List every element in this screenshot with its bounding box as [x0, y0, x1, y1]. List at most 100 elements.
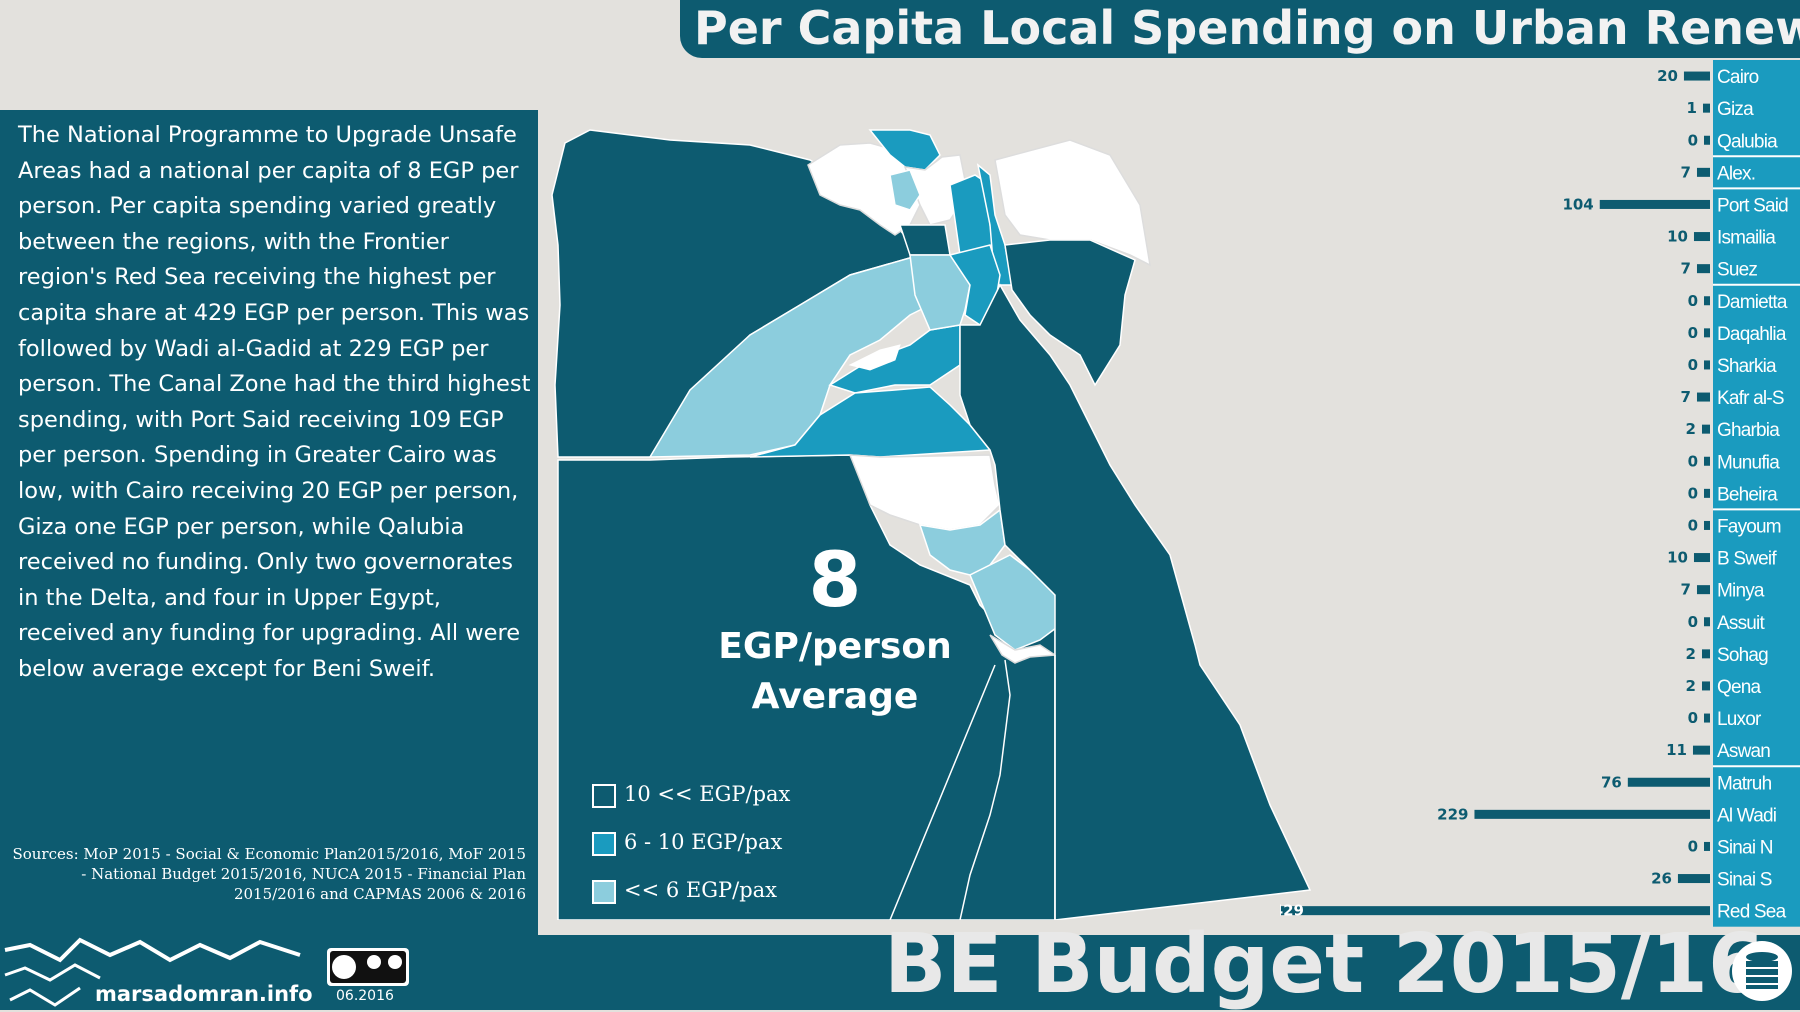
value-label: 0 [1688, 837, 1698, 855]
bar-giza [1702, 103, 1710, 113]
value-label: 11 [1666, 741, 1687, 759]
category-label: Damietta [1717, 292, 1788, 313]
category-label: Daqahlia [1717, 324, 1787, 345]
category-label: Assuit [1717, 613, 1765, 634]
bar-b-sweif [1693, 553, 1710, 563]
bar-red-sea [1280, 906, 1710, 916]
legend-swatch-low [592, 880, 616, 904]
bar-daqahlia [1704, 328, 1710, 338]
bar-matruh [1627, 777, 1710, 787]
value-label: 7 [1681, 163, 1691, 181]
category-label: Gharbia [1717, 420, 1780, 441]
category-label: Cairo [1717, 67, 1759, 88]
bar-gharbia [1701, 424, 1710, 434]
legend-label-high: 10 << EGP/pax [624, 782, 791, 806]
legend-label-low: << 6 EGP/pax [624, 878, 778, 902]
category-label: Beheira [1717, 484, 1778, 505]
category-label: Red Sea [1717, 902, 1787, 923]
category-label: Port Said [1717, 195, 1788, 216]
value-label: 76 [1601, 773, 1622, 791]
egypt-map [551, 129, 1312, 920]
value-label: 229 [1437, 805, 1468, 823]
bar-qalubia [1704, 135, 1710, 145]
bar-ismailia [1693, 232, 1710, 242]
value-label: 7 [1681, 388, 1691, 406]
bar-suez [1696, 264, 1710, 274]
map-region-luxor-aswan [989, 634, 1058, 664]
map-region-sohag [918, 508, 1006, 576]
bar-alex- [1696, 167, 1710, 177]
value-label: 0 [1688, 484, 1698, 502]
average-label: Average [751, 676, 919, 717]
marsad-omran-logo [0, 930, 310, 1010]
bar-sinai-n [1704, 841, 1710, 851]
map-region-sinai-north [994, 139, 1151, 267]
value-label: 2 [1686, 645, 1696, 663]
category-label: Minya [1717, 581, 1765, 602]
info-panel [0, 110, 538, 935]
category-label: Al Wadi [1717, 805, 1776, 826]
description-text: The National Programme to Upgrade Unsafe… [18, 122, 531, 682]
category-label: B Sweif [1717, 549, 1777, 570]
map-boundary-line [889, 664, 996, 920]
value-label: 429 [1280, 902, 1304, 920]
bar-aswan [1692, 745, 1710, 755]
value-label: 7 [1681, 581, 1691, 599]
map-river-nile [959, 659, 1011, 920]
bar-beheira [1704, 488, 1710, 498]
bar-minya [1696, 585, 1710, 595]
category-label: Qalubia [1717, 131, 1778, 152]
value-label: 7 [1681, 260, 1691, 278]
average-unit: EGP/person [718, 626, 952, 667]
category-label: Fayoum [1717, 516, 1781, 537]
publication-date: 06.2016 [336, 988, 394, 1004]
value-label: 0 [1688, 292, 1698, 310]
legend-swatch-high [592, 784, 616, 808]
bar-kafr-al-s [1696, 392, 1710, 402]
value-label: 1 [1687, 99, 1697, 117]
bar-sharkia [1704, 360, 1710, 370]
legend-swatch-mid [592, 832, 616, 856]
legend-label-mid: 6 - 10 EGP/pax [624, 830, 783, 854]
value-label: 2 [1686, 420, 1696, 438]
category-label: Luxor [1717, 709, 1762, 730]
category-label: Sohag [1717, 645, 1768, 666]
category-column-bg [1713, 60, 1800, 927]
bar-assuit [1704, 617, 1710, 627]
sources-text: Sources: MoP 2015 - Social & Economic Pl… [12, 845, 526, 903]
value-label: 104 [1562, 195, 1593, 213]
category-label: Sinai N [1717, 837, 1773, 858]
category-label: Ismailia [1717, 228, 1776, 249]
value-label: 20 [1657, 67, 1678, 85]
budget-title: BE Budget 2015/16 [884, 917, 1765, 1012]
value-label: 10 [1667, 228, 1688, 246]
page-title: Per Capita Local Spending on Urban Renew… [694, 1, 1800, 55]
category-label: Sinai S [1717, 870, 1772, 891]
bar-sohag [1701, 649, 1710, 659]
category-label: Qena [1717, 677, 1762, 698]
value-label: 0 [1688, 709, 1698, 727]
bar-cairo [1683, 71, 1710, 81]
value-label: 0 [1688, 613, 1698, 631]
category-label: Suez [1717, 260, 1757, 281]
category-label: Sharkia [1717, 356, 1777, 377]
value-label: 2 [1686, 677, 1696, 695]
coins-stack-icon [1732, 941, 1792, 1001]
bar-al-wadi [1474, 809, 1710, 819]
category-label: Giza [1717, 99, 1754, 120]
bar-sinai-s [1677, 874, 1710, 884]
bar-damietta [1704, 296, 1710, 306]
value-label: 0 [1688, 516, 1698, 534]
category-label: Alex. [1717, 163, 1755, 184]
average-value: 8 [808, 535, 862, 624]
category-label: Munufia [1717, 452, 1780, 473]
bar-port-said [1599, 199, 1710, 209]
category-label: Matruh [1717, 773, 1772, 794]
title-bar [680, 0, 1800, 58]
category-label: Kafr al-S [1717, 388, 1784, 409]
map-region-red-sea [959, 283, 1312, 920]
map-region-beheira [868, 129, 941, 171]
cc-license-icon [327, 948, 409, 986]
value-label: 0 [1688, 452, 1698, 470]
